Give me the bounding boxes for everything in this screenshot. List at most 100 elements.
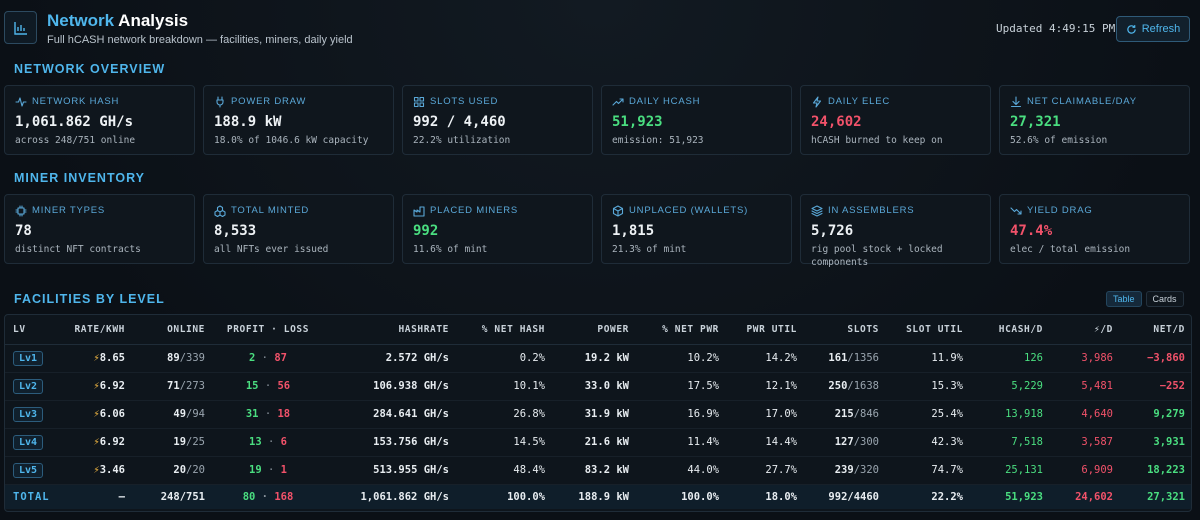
pulse-icon bbox=[15, 96, 27, 107]
lightning-icon: ⚡ bbox=[93, 408, 100, 420]
cell-hashrate: 513.955 GH/s bbox=[323, 456, 457, 485]
cell-net: 18,223 bbox=[1121, 456, 1191, 485]
column-header[interactable]: HCASH/D bbox=[971, 315, 1051, 345]
level-badge: Lv3 bbox=[13, 406, 44, 422]
lightning-icon: ⚡ bbox=[93, 464, 100, 476]
total-rate: — bbox=[55, 483, 133, 509]
cell-hcash: 7,518 bbox=[971, 428, 1051, 457]
lightning-icon: ⚡ bbox=[93, 352, 100, 364]
updated-timestamp: Updated 4:49:15 PM bbox=[996, 22, 1116, 35]
cell-power-util: 12.1% bbox=[727, 372, 805, 401]
total-slots: 992/4460 bbox=[805, 483, 887, 509]
cell-level: Lv1 bbox=[5, 344, 55, 373]
stat-card-net-claimable-day: NET CLAIMABLE/DAY 27,321 52.6% of emission bbox=[999, 85, 1190, 155]
total-profit-loss: 80 · 168 bbox=[213, 483, 323, 509]
column-header[interactable]: % NET HASH bbox=[457, 315, 553, 345]
download-icon bbox=[1010, 95, 1022, 107]
column-header[interactable]: ONLINE bbox=[133, 315, 213, 345]
card-label: IN ASSEMBLERS bbox=[828, 205, 915, 216]
table-row[interactable]: Lv4 ⚡6.92 19/25 13 · 6 153.756 GH/s 14.5% 21.6… bbox=[5, 428, 1191, 457]
cell-level: Lv4 bbox=[5, 428, 55, 457]
cell-power: 21.6 kW bbox=[553, 428, 637, 457]
column-header[interactable]: PROFIT · LOSS bbox=[213, 315, 323, 345]
cell-power-util: 14.4% bbox=[727, 428, 805, 457]
card-label: POWER DRAW bbox=[231, 96, 307, 107]
cell-rate: ⚡6.06 bbox=[55, 400, 133, 429]
card-header: SLOTS USED bbox=[413, 95, 582, 108]
stat-card-network-hash: NETWORK HASH 1,061.862 GH/s across 248/751… bbox=[4, 85, 195, 155]
trending-down-icon bbox=[1010, 206, 1022, 215]
cards-view-button[interactable]: Cards bbox=[1145, 291, 1184, 307]
table-row[interactable]: Lv3 ⚡6.06 49/94 31 · 18 284.641 GH/s 26.8% 31.… bbox=[5, 400, 1191, 429]
cell-hashrate: 153.756 GH/s bbox=[323, 428, 457, 457]
cell-elec: 4,640 bbox=[1051, 400, 1121, 429]
card-label: DAILY ELEC bbox=[828, 96, 891, 107]
card-label: NET CLAIMABLE/DAY bbox=[1027, 96, 1137, 107]
column-header[interactable]: RATE/KWH bbox=[55, 315, 133, 345]
cell-slots: 161/1356 bbox=[805, 344, 887, 373]
cell-net-hash: 0.2% bbox=[457, 344, 553, 373]
cell-profit-loss: 15 · 56 bbox=[213, 372, 323, 401]
column-header[interactable]: SLOTS bbox=[805, 315, 887, 345]
cube-icon bbox=[612, 204, 624, 217]
cell-power: 19.2 kW bbox=[553, 344, 637, 373]
card-value: 188.9 kW bbox=[214, 114, 282, 130]
cell-net-power: 17.5% bbox=[637, 372, 727, 401]
table-row[interactable]: Lv5 ⚡3.46 20/20 19 · 1 513.955 GH/s 48.4% 83.2… bbox=[5, 456, 1191, 485]
factory-icon bbox=[413, 205, 425, 217]
column-header[interactable]: SLOT UTIL bbox=[887, 315, 971, 345]
column-header[interactable]: PWR UTIL bbox=[727, 315, 805, 345]
stat-card-placed-miners: PLACED MINERS 992 11.6% of mint bbox=[402, 194, 593, 264]
column-header[interactable]: % NET PWR bbox=[637, 315, 727, 345]
cell-rate: ⚡6.92 bbox=[55, 372, 133, 401]
card-header: IN ASSEMBLERS bbox=[811, 204, 980, 217]
card-value: 992 bbox=[413, 223, 439, 239]
column-header[interactable]: ⚡/D bbox=[1051, 315, 1121, 345]
refresh-button[interactable]: Refresh bbox=[1116, 16, 1190, 42]
column-header[interactable]: NET/D bbox=[1121, 315, 1191, 345]
section-title-facilities: FACILITIES BY LEVEL bbox=[14, 292, 165, 306]
table-row[interactable]: Lv2 ⚡6.92 71/273 15 · 56 106.938 GH/s 10.1% 33… bbox=[5, 372, 1191, 401]
column-header[interactable]: POWER bbox=[553, 315, 637, 345]
cell-net-hash: 26.8% bbox=[457, 400, 553, 429]
card-label: TOTAL MINTED bbox=[231, 205, 310, 216]
stat-card-power-draw: POWER DRAW 188.9 kW 18.0% of 1046.6 kW cap… bbox=[203, 85, 394, 155]
total-online: 248/751 bbox=[133, 483, 213, 509]
cell-online: 19/25 bbox=[133, 428, 213, 457]
card-label: PLACED MINERS bbox=[430, 205, 519, 216]
column-header[interactable]: LV bbox=[5, 315, 55, 345]
cell-elec: 6,909 bbox=[1051, 456, 1121, 485]
level-badge: Lv4 bbox=[13, 434, 44, 450]
table-view-button[interactable]: Table bbox=[1106, 291, 1142, 307]
cell-online: 49/94 bbox=[133, 400, 213, 429]
cell-elec: 3,986 bbox=[1051, 344, 1121, 373]
card-value: 5,726 bbox=[811, 223, 854, 239]
total-power-util: 18.0% bbox=[727, 483, 805, 509]
cell-profit-loss: 2 · 87 bbox=[213, 344, 323, 373]
stat-card-daily-elec: DAILY ELEC 24,602 hCASH burned to keep on bbox=[800, 85, 991, 155]
cell-elec: 5,481 bbox=[1051, 372, 1121, 401]
lightning-icon: ⚡ bbox=[93, 380, 100, 392]
card-value: 1,061.862 GH/s bbox=[15, 114, 134, 130]
cell-online: 71/273 bbox=[133, 372, 213, 401]
page-subtitle: Full hCASH network breakdown — facilitie… bbox=[47, 34, 353, 46]
page-title: Network Analysis bbox=[47, 11, 189, 30]
stat-card-total-minted: TOTAL MINTED 8,533 all NFTs ever issued bbox=[203, 194, 394, 264]
cell-level: Lv2 bbox=[5, 372, 55, 401]
table-header-row: LV RATE/KWH ONLINE PROFIT · LOSS HASHRATE% N… bbox=[5, 315, 1191, 345]
total-label: TOTAL bbox=[5, 483, 55, 509]
card-value: 27,321 bbox=[1010, 114, 1061, 130]
total-hashrate: 1,061.862 GH/s bbox=[323, 483, 457, 509]
cell-rate: ⚡8.65 bbox=[55, 344, 133, 373]
cell-power: 83.2 kW bbox=[553, 456, 637, 485]
cell-hashrate: 2.572 GH/s bbox=[323, 344, 457, 373]
table-row[interactable]: Lv1 ⚡8.65 89/339 2 · 87 2.572 GH/s 0.2% 19.2 k… bbox=[5, 344, 1191, 373]
layers-icon bbox=[811, 204, 823, 217]
cell-rate: ⚡3.46 bbox=[55, 456, 133, 485]
column-header[interactable]: HASHRATE bbox=[323, 315, 457, 345]
total-row: TOTAL —248/751 80 · 168 1,061.862 GH/s 100.0… bbox=[5, 483, 1191, 509]
refresh-icon bbox=[1127, 24, 1136, 34]
cell-net-hash: 48.4% bbox=[457, 456, 553, 485]
boxes-icon bbox=[214, 204, 226, 217]
bar-chart-icon bbox=[4, 11, 37, 44]
